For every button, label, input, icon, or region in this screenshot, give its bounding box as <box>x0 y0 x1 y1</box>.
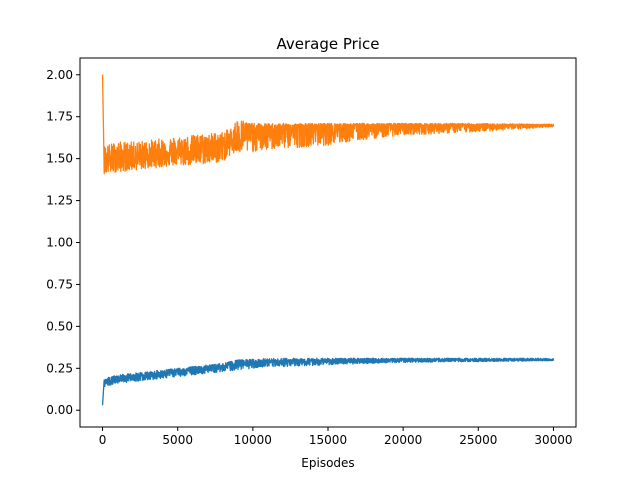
y-tick-label: 0.25 <box>46 361 73 375</box>
x-tick-label: 10000 <box>234 433 272 447</box>
y-tick-label: 1.75 <box>46 110 73 124</box>
series-2 <box>101 357 555 406</box>
y-tick-label: 1.50 <box>46 152 73 166</box>
chart-title: Average Price <box>277 35 380 53</box>
y-axis: 0.00 0.25 0.50 0.75 1.00 1.25 1.50 1.75 2.00 <box>46 68 80 417</box>
series-1 <box>101 74 555 175</box>
series-layer <box>101 74 555 406</box>
x-tick-label: 25000 <box>459 433 497 447</box>
x-tick-label: 5000 <box>162 433 193 447</box>
x-tick-label: 0 <box>99 433 107 447</box>
x-tick-label: 30000 <box>534 433 572 447</box>
x-tick-label: 15000 <box>309 433 347 447</box>
y-tick-label: 0.00 <box>46 403 73 417</box>
y-tick-label: 1.00 <box>46 236 73 250</box>
x-axis-label: Episodes <box>301 456 354 470</box>
x-axis: 0 5000 10000 15000 20000 25000 30000 <box>99 427 573 447</box>
x-tick-label: 20000 <box>384 433 422 447</box>
y-tick-label: 0.75 <box>46 277 73 291</box>
series-2-line <box>101 357 555 406</box>
y-tick-label: 2.00 <box>46 68 73 82</box>
y-tick-label: 0.50 <box>46 319 73 333</box>
series-1-line <box>101 74 555 175</box>
y-tick-label: 1.25 <box>46 194 73 208</box>
